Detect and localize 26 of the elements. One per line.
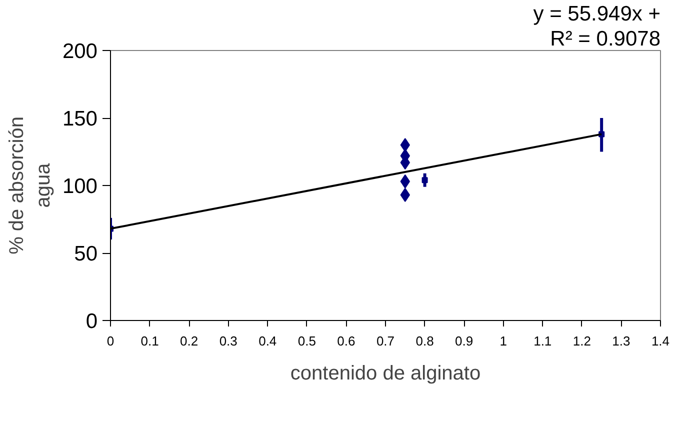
x-tick-label: 0.8	[416, 334, 434, 348]
x-tick-label: 0.2	[180, 334, 198, 348]
point	[422, 177, 428, 184]
y-axis-title: % de absorción agua	[6, 116, 54, 254]
y-tick-label: 50	[74, 242, 98, 266]
x-tick-label: 0.5	[298, 334, 316, 348]
y-tick-label: 100	[62, 175, 98, 198]
x-tick-label: 0.7	[376, 334, 395, 348]
x-tick-label: 1.2	[572, 334, 591, 348]
x-axis-title: contenido de alginato	[290, 362, 481, 384]
x-tick-label: 0.6	[337, 334, 356, 348]
point	[400, 138, 410, 152]
x-tick-label: 0.1	[140, 334, 159, 348]
x-tick-label: 0.9	[455, 334, 474, 348]
x-tick-label: 0.4	[258, 334, 277, 348]
text: R² = 0.9078	[550, 28, 661, 50]
y-tick-label: 200	[62, 40, 98, 63]
x-tick-label: 0.3	[219, 334, 238, 348]
x-tick-label: 1.3	[612, 334, 630, 348]
y-tick-label: 0	[86, 310, 98, 333]
x-tick-label: 1.1	[534, 334, 552, 348]
y-tick-label: 150	[62, 108, 98, 130]
x-tick-label: 0	[106, 334, 114, 348]
x-tick-label: 1	[500, 334, 507, 348]
text: y = 55.949x +	[533, 2, 661, 26]
x-tick-label: 1.4	[651, 334, 670, 348]
